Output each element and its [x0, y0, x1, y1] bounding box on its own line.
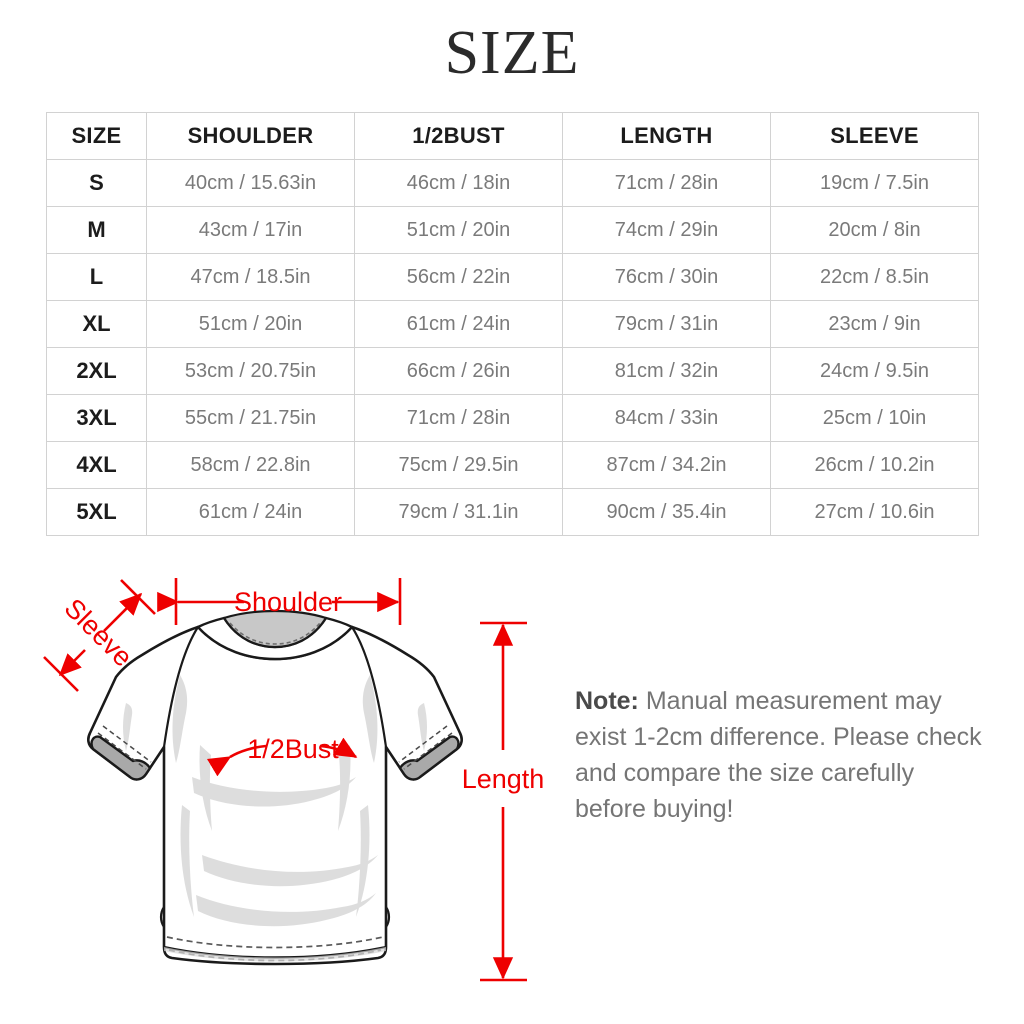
column-header-size: SIZE [46, 112, 147, 160]
table-row: 2XL 53cm / 20.75in 66cm / 26in 81cm / 32… [46, 347, 979, 395]
left-sleeve-stitch [97, 725, 152, 770]
note-text: Manual measurement may exist 1-2cm diffe… [575, 687, 982, 823]
cell-size: M [46, 206, 147, 254]
column-header-length: LENGTH [562, 112, 771, 160]
cell-shoulder: 47cm / 18.5in [146, 253, 355, 301]
cell-bust: 79cm / 31.1in [354, 488, 563, 536]
cell-sleeve: 27cm / 10.6in [770, 488, 979, 536]
tshirt-diagram-svg: Shoulder Sleeve 1/2Bust Le [43, 578, 545, 982]
cell-bust: 66cm / 26in [354, 347, 563, 395]
cell-size: 2XL [46, 347, 147, 395]
measurement-diagram: Shoulder Sleeve 1/2Bust Le [0, 545, 1024, 1024]
collar-stitch [229, 622, 321, 645]
cell-sleeve: 20cm / 8in [770, 206, 979, 254]
cell-length: 71cm / 28in [562, 159, 771, 207]
cell-bust: 75cm / 29.5in [354, 441, 563, 489]
table-header-row: SIZE SHOULDER 1/2BUST LENGTH SLEEVE [46, 112, 979, 160]
cell-shoulder: 40cm / 15.63in [146, 159, 355, 207]
cell-shoulder: 58cm / 22.8in [146, 441, 355, 489]
hem-inner-fill [164, 947, 386, 962]
cell-shoulder: 51cm / 20in [146, 300, 355, 348]
cell-sleeve: 26cm / 10.2in [770, 441, 979, 489]
cell-bust: 61cm / 24in [354, 300, 563, 348]
cell-shoulder: 53cm / 20.75in [146, 347, 355, 395]
cell-length: 74cm / 29in [562, 206, 771, 254]
cell-size: 4XL [46, 441, 147, 489]
cell-size: 5XL [46, 488, 147, 536]
column-header-sleeve: SLEEVE [770, 112, 979, 160]
table-row: 5XL 61cm / 24in 79cm / 31.1in 90cm / 35.… [46, 488, 979, 536]
cell-sleeve: 25cm / 10in [770, 394, 979, 442]
bust-measure-arrow [206, 737, 358, 777]
note-label: Note: [575, 687, 639, 715]
armhole-seam-left [162, 626, 199, 748]
column-header-bust: 1/2BUST [354, 112, 563, 160]
cell-size: S [46, 159, 147, 207]
side-seam-notch-left [159, 906, 165, 928]
table-row: S 40cm / 15.63in 46cm / 18in 71cm / 28in… [46, 159, 979, 207]
cell-bust: 51cm / 20in [354, 206, 563, 254]
table-row: M 43cm / 17in 51cm / 20in 74cm / 29in 20… [46, 206, 979, 254]
cell-shoulder: 55cm / 21.75in [146, 394, 355, 442]
sleeve-label: Sleeve [59, 593, 139, 673]
cell-size: XL [46, 300, 147, 348]
cell-shoulder: 61cm / 24in [146, 488, 355, 536]
fabric-shading [123, 675, 427, 927]
bottom-hem-edge [163, 945, 387, 959]
bust-label: 1/2Bust [247, 734, 339, 764]
armhole-seam-right [351, 626, 388, 748]
cell-length: 87cm / 34.2in [562, 441, 771, 489]
table-row: 4XL 58cm / 22.8in 75cm / 29.5in 87cm / 3… [46, 441, 979, 489]
cell-length: 79cm / 31in [562, 300, 771, 348]
right-sleeve-cuff [398, 735, 460, 781]
note-block: Note: Manual measurement may exist 1-2cm… [575, 683, 985, 827]
cell-length: 84cm / 33in [562, 394, 771, 442]
cell-sleeve: 24cm / 9.5in [770, 347, 979, 395]
length-measure-arrow [480, 621, 527, 982]
sleeve-measure-arrow [43, 579, 156, 692]
cell-bust: 46cm / 18in [354, 159, 563, 207]
cell-shoulder: 43cm / 17in [146, 206, 355, 254]
shoulder-measure-arrow [157, 578, 402, 625]
table-row: 3XL 55cm / 21.75in 71cm / 28in 84cm / 33… [46, 394, 979, 442]
cell-sleeve: 22cm / 8.5in [770, 253, 979, 301]
cell-length: 90cm / 35.4in [562, 488, 771, 536]
column-header-shoulder: SHOULDER [146, 112, 355, 160]
bottom-hem-stitch-upper [166, 936, 384, 949]
tshirt-illustration [87, 609, 463, 966]
table-row: XL 51cm / 20in 61cm / 24in 79cm / 31in 2… [46, 300, 979, 348]
right-sleeve-stitch [398, 725, 453, 770]
cell-length: 76cm / 30in [562, 253, 771, 301]
cell-length: 81cm / 32in [562, 347, 771, 395]
cell-sleeve: 23cm / 9in [770, 300, 979, 348]
cell-bust: 71cm / 28in [354, 394, 563, 442]
length-label: Length [462, 764, 545, 794]
side-seam-notch-right [385, 906, 391, 928]
cell-sleeve: 19cm / 7.5in [770, 159, 979, 207]
cell-size: 3XL [46, 394, 147, 442]
shoulder-label: Shoulder [234, 587, 342, 617]
left-sleeve-cuff [90, 735, 152, 781]
cell-bust: 56cm / 22in [354, 253, 563, 301]
page-title: SIZE [444, 19, 580, 87]
size-chart-table: SIZE SHOULDER 1/2BUST LENGTH SLEEVE S 40… [46, 112, 979, 536]
table-row: L 47cm / 18.5in 56cm / 22in 76cm / 30in … [46, 253, 979, 301]
cell-size: L [46, 253, 147, 301]
